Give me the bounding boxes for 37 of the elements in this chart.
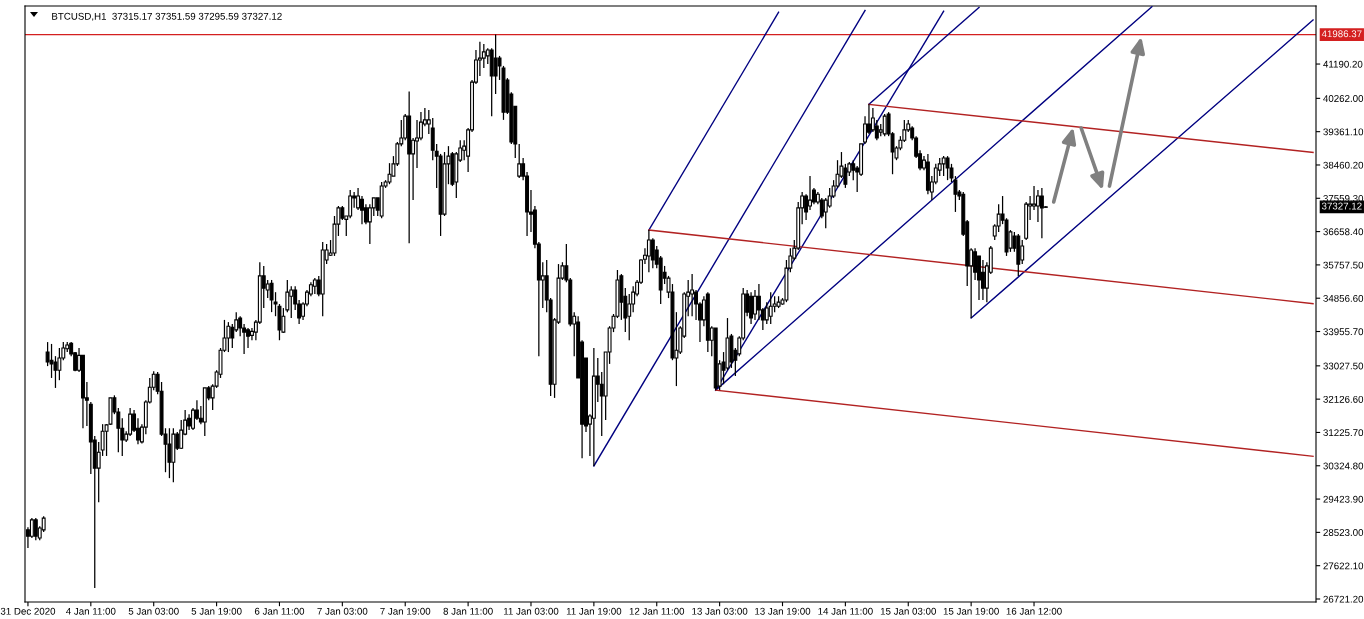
y-tick-label: 38460.20: [1323, 161, 1364, 169]
y-tick-label: 28523.00: [1323, 529, 1364, 536]
y-tick-label: 41190.20: [1323, 60, 1363, 68]
ref-line-label: 41986.37: [1321, 30, 1362, 38]
x-tick-label: 15 Jan 03:00: [880, 607, 936, 615]
y-tick-label: 27622.10: [1323, 562, 1364, 570]
x-tick-label: 15 Jan 19:00: [943, 607, 999, 615]
y-tick-label: 37559.30: [1323, 195, 1364, 202]
x-tick-label: 7 Jan 19:00: [380, 607, 431, 615]
y-tick-label: 30324.80: [1323, 462, 1364, 470]
x-tick-label: 8 Jan 11:00: [443, 607, 493, 615]
x-tick-label: 12 Jan 11:00: [629, 607, 685, 615]
x-tick-label: 6 Jan 11:00: [254, 607, 305, 615]
x-tick-label: 11 Jan 03:00: [503, 607, 559, 615]
x-tick-label: 11 Jan 19:00: [566, 607, 622, 615]
y-tick-label: 26721.20: [1323, 595, 1364, 603]
x-tick-label: 13 Jan 19:00: [755, 607, 811, 615]
y-tick-label: 29423.90: [1323, 495, 1364, 503]
y-tick-label: 33955.70: [1323, 328, 1364, 336]
y-tick-label: 32126.60: [1323, 395, 1364, 403]
x-tick-label: 7 Jan 03:00: [317, 607, 368, 615]
x-tick-label: 13 Jan 03:00: [692, 607, 748, 615]
y-tick-label: 34856.60: [1323, 294, 1364, 302]
y-tick-label: 35757.50: [1323, 261, 1364, 269]
x-tick-label: 31 Dec 2020: [0, 607, 56, 615]
y-tick-label: 36658.40: [1323, 228, 1364, 236]
y-tick-label: 40262.00: [1323, 95, 1364, 102]
y-tick-label: 33027.50: [1323, 362, 1364, 370]
text: 37327.12: [1321, 202, 1362, 210]
x-tick-label: 16 Jan 12:00: [1006, 607, 1062, 615]
x-tick-label: 5 Jan 03:00: [128, 607, 179, 615]
text: BTCUSD,H1 37315.17 37351.59 37295.59 37327.12: [52, 12, 282, 21]
x-tick-label: 4 Jan 11:00: [66, 607, 116, 615]
y-tick-label: 31225.70: [1323, 429, 1364, 437]
x-tick-label: 14 Jan 11:00: [818, 607, 873, 615]
x-tick-label: 5 Jan 19:00: [191, 607, 242, 615]
y-tick-label: 39361.10: [1323, 128, 1364, 136]
